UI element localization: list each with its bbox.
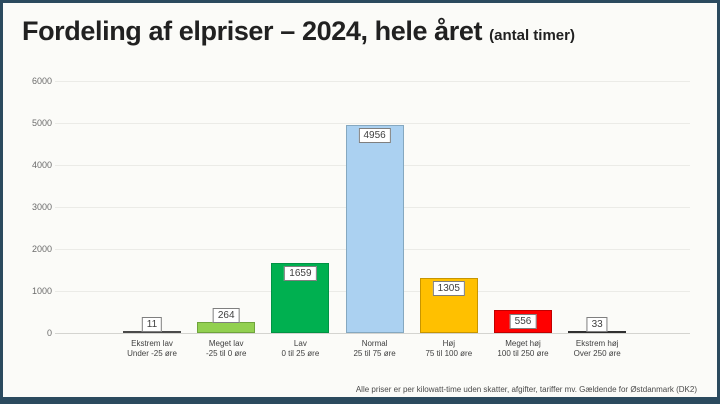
bottom-accent-bar	[0, 397, 720, 404]
bar-meget-lav	[197, 322, 256, 333]
category-range: 100 til 250 øre	[497, 348, 549, 358]
category-range: -25 til 0 øre	[205, 348, 247, 358]
category-name: Ekstrem lav	[131, 339, 173, 348]
value-label-ekstrem-lav: 11	[141, 317, 163, 332]
category-range: 25 til 75 øre	[353, 348, 396, 358]
page-title-suffix: (antal timer)	[489, 27, 575, 44]
value-label-ekstrem-høj: 33	[586, 317, 608, 332]
x-axis-category-label-meget-høj: Meget høj 100 til 250 øre	[497, 339, 548, 358]
gridline-0	[55, 333, 690, 334]
x-axis-category-label-meget-lav: Meget lav -25 til 0 øre	[206, 339, 246, 358]
category-range: 0 til 25 øre	[281, 348, 320, 358]
page-title: Fordeling af elpriser – 2024, hele året	[22, 16, 483, 46]
value-label-meget-høj: 556	[509, 314, 537, 329]
x-axis-category-label-ekstrem-lav: Ekstrem lav Under -25 øre	[127, 339, 177, 358]
chart-header: Fordeling af elpriser – 2024, hele året …	[22, 16, 575, 47]
x-axis-category-label-lav: Lav 0 til 25 øre	[281, 339, 319, 358]
x-axis-category-label-høj: Høj 75 til 100 øre	[425, 339, 472, 358]
category-range: 75 til 100 øre	[425, 348, 473, 358]
category-name: Meget lav	[208, 339, 244, 348]
x-axis-category-label-normal: Normal 25 til 75 øre	[353, 339, 395, 358]
category-name: Normal	[361, 339, 388, 348]
value-label-meget-lav: 264	[212, 308, 240, 323]
category-name: Meget høj	[505, 339, 541, 348]
y-axis-tick-label-6000: 6000	[31, 76, 52, 86]
y-axis-tick-label-4000: 4000	[31, 160, 52, 170]
y-axis-tick-label-5000: 5000	[31, 118, 52, 128]
bar-normal	[345, 125, 404, 333]
y-axis-tick-label-2000: 2000	[31, 244, 52, 254]
category-range: Over 250 øre	[573, 348, 621, 358]
footnote-text: Alle priser er per kilowatt-time uden sk…	[355, 385, 697, 394]
category-name: Lav	[293, 339, 307, 348]
category-name: Høj	[442, 339, 456, 348]
value-label-normal: 4956	[358, 128, 391, 143]
y-axis-tick-label-1000: 1000	[31, 286, 52, 296]
x-axis-category-label-ekstrem-høj: Ekstrem høj Over 250 øre	[574, 339, 621, 358]
value-label-høj: 1305	[432, 281, 465, 296]
category-range: Under -25 øre	[127, 348, 177, 358]
gridline-5000	[55, 123, 690, 124]
y-axis-tick-label-3000: 3000	[31, 202, 52, 212]
gridline-6000	[55, 81, 690, 82]
y-axis-tick-label-0: 0	[46, 328, 52, 338]
value-label-lav: 1659	[284, 266, 317, 281]
category-name: Ekstrem høj	[575, 339, 619, 348]
